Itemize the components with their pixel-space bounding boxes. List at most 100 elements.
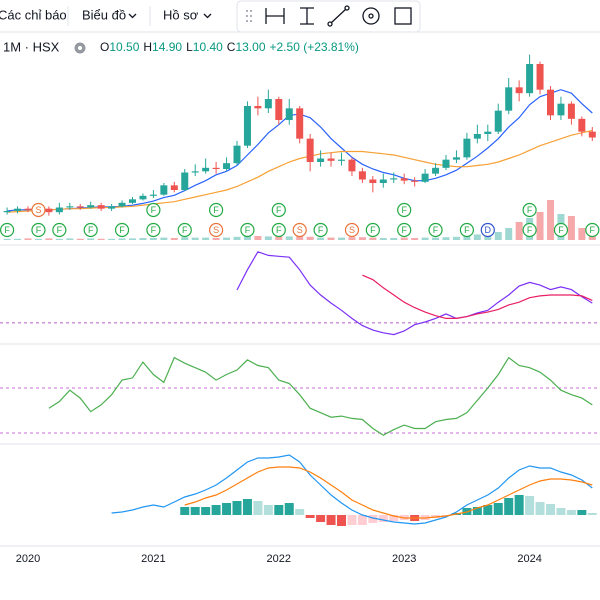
- volume-bar: [338, 237, 345, 240]
- candle-body: [160, 185, 168, 195]
- histogram-bar: [525, 496, 535, 515]
- candle-body: [3, 211, 11, 213]
- trend-line-tool[interactable]: [330, 8, 347, 24]
- candle-body: [254, 106, 262, 109]
- event-marker: F: [459, 222, 474, 238]
- event-circle: [52, 222, 67, 238]
- date-range-tool[interactable]: [265, 8, 285, 24]
- candle-body: [264, 99, 272, 109]
- event-label: F: [88, 225, 94, 235]
- event-marker: F: [146, 222, 161, 238]
- event-marker: F: [522, 202, 537, 218]
- histogram-bar: [274, 505, 284, 515]
- candle-body: [494, 110, 502, 132]
- candle-body: [557, 103, 565, 116]
- event-label: F: [401, 225, 407, 235]
- x-axis-label: 2022: [267, 553, 291, 565]
- event-circle: [271, 222, 286, 238]
- event-marker: S: [209, 222, 224, 238]
- candle-body: [181, 172, 189, 190]
- candle-body: [170, 185, 178, 190]
- pane-separators: [0, 244, 600, 547]
- event-circle: [397, 222, 412, 238]
- volume-bar: [160, 237, 168, 240]
- histogram-bar: [201, 507, 211, 515]
- drag-handle: [246, 10, 252, 22]
- open-value: 10.50: [109, 40, 139, 54]
- event-circle: [365, 222, 380, 238]
- low-label: L: [186, 40, 193, 54]
- volume-bar: [139, 238, 147, 240]
- candle-body: [463, 138, 471, 158]
- event-label: F: [182, 225, 188, 235]
- volume-bar: [181, 237, 189, 240]
- rectangle-tool[interactable]: [394, 7, 412, 25]
- histogram-bar: [253, 501, 263, 515]
- candle-body: [149, 194, 157, 196]
- event-marker: F: [0, 222, 15, 238]
- candle-body: [567, 103, 575, 119]
- volume-bar: [306, 236, 314, 240]
- event-marker: F: [428, 222, 443, 238]
- volume-bar: [494, 232, 502, 240]
- event-label: F: [119, 225, 125, 235]
- volume-bar: [400, 237, 408, 240]
- event-marker: F: [177, 222, 192, 238]
- event-circle: [344, 222, 360, 238]
- chevron: [128, 13, 137, 19]
- volume-bar: [275, 236, 283, 240]
- candle-body: [484, 131, 492, 134]
- profile-menu[interactable]: Hồ sơ: [163, 7, 199, 22]
- drawing-toolbar: [236, 0, 421, 33]
- event-marker: F: [209, 202, 224, 218]
- x-axis-label: 2023: [392, 553, 416, 565]
- event-label: F: [4, 225, 10, 235]
- event-marker: F: [553, 222, 569, 238]
- indicators-button[interactable]: Các chỉ báo: [0, 7, 67, 22]
- circle-tool[interactable]: [362, 7, 380, 25]
- close-label: C: [227, 40, 236, 54]
- volume-bar: [348, 237, 356, 240]
- x-axis-label: 2024: [517, 553, 541, 565]
- candle-body: [233, 145, 241, 164]
- candle-body: [191, 171, 199, 173]
- candle-body: [202, 167, 210, 172]
- event-label: D: [485, 225, 492, 235]
- event-marker: F: [146, 202, 161, 218]
- event-circle: [177, 222, 192, 238]
- volume-bar: [118, 238, 126, 240]
- candle-body: [296, 108, 304, 139]
- histogram-bar: [483, 505, 493, 515]
- candle-body: [317, 158, 325, 162]
- histogram-bar: [514, 495, 524, 515]
- event-circle: [0, 222, 15, 238]
- event-label: F: [245, 225, 251, 235]
- volume-bar: [536, 212, 544, 240]
- event-label: F: [276, 225, 282, 235]
- candle-body: [243, 106, 251, 146]
- histogram-bar: [222, 503, 232, 515]
- event-label: S: [349, 225, 355, 235]
- histogram-bar: [347, 515, 357, 525]
- volume-bar: [191, 237, 199, 240]
- volume-bar: [202, 237, 210, 240]
- indicator-line: [362, 274, 593, 319]
- event-marker: F: [271, 222, 286, 238]
- histogram-bar: [211, 505, 221, 515]
- event-marker: F: [397, 222, 412, 238]
- histogram-bar: [587, 513, 597, 515]
- volume-bar: [76, 238, 84, 240]
- volume-bar: [567, 216, 575, 240]
- candle-body: [327, 158, 335, 161]
- ohlc-legend: O10.50 H14.90 L10.40 C13.00 +2.50 (+23.81%): [100, 40, 359, 54]
- candle-body: [473, 134, 481, 139]
- candle-body: [442, 159, 450, 168]
- volume-bar: [243, 235, 251, 240]
- event-marker: F: [397, 202, 412, 218]
- chevron: [203, 13, 212, 19]
- chart-menu[interactable]: Biểu đồ: [82, 7, 126, 22]
- event-label: F: [57, 225, 63, 235]
- candle-body: [275, 99, 283, 120]
- price-range-tool[interactable]: [300, 7, 314, 25]
- event-circle: [480, 222, 495, 238]
